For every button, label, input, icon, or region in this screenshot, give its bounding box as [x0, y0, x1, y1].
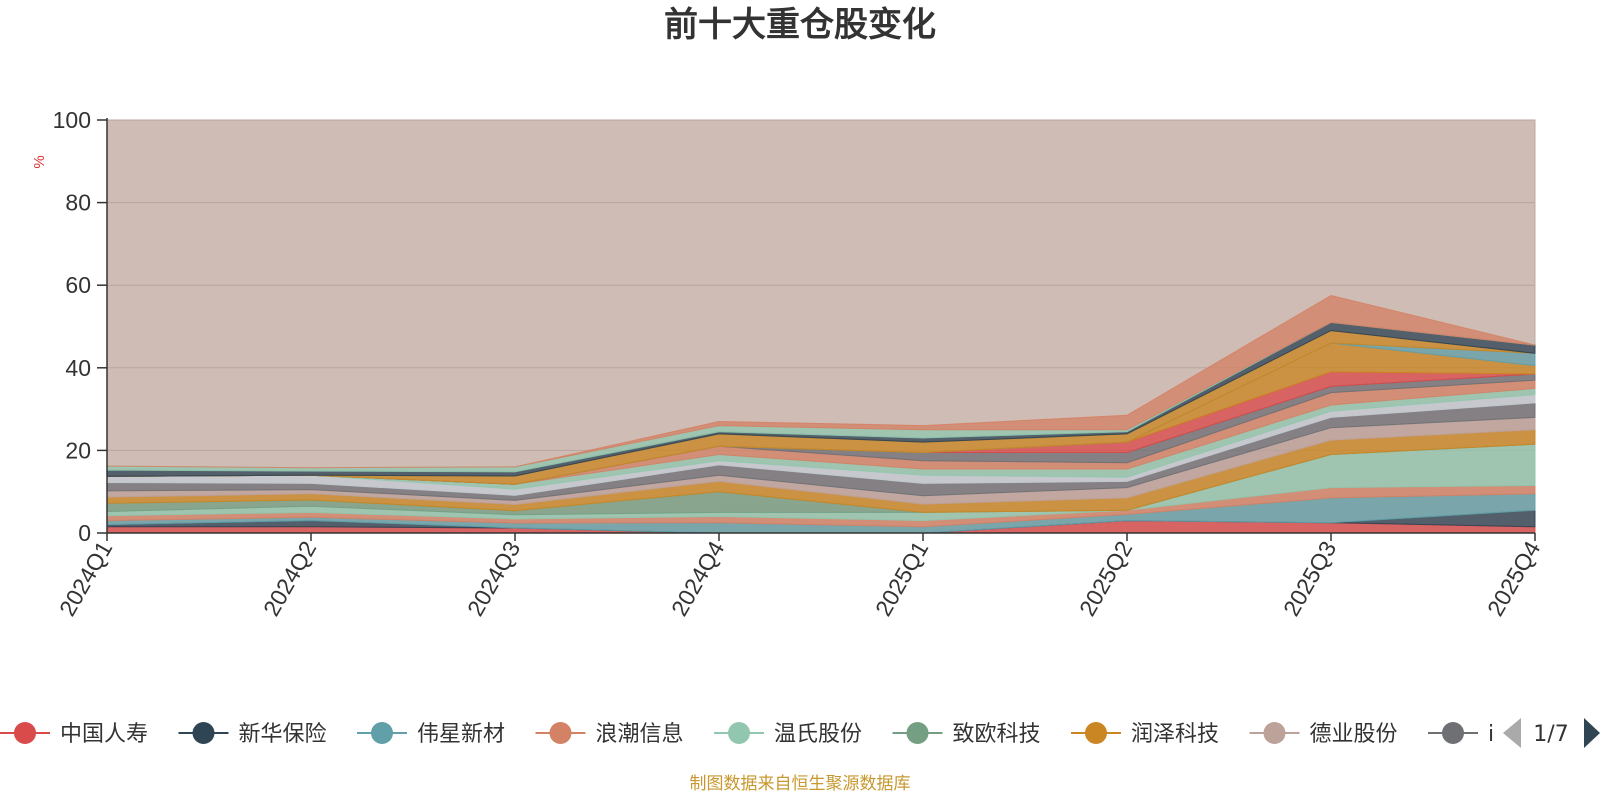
y-axis-label: %	[31, 155, 48, 168]
legend-item[interactable]: 温氏股份	[714, 722, 862, 747]
legend-label: 伟星新材	[417, 722, 505, 747]
legend-marker	[728, 722, 750, 744]
legend-item[interactable]: i	[1428, 722, 1494, 747]
source-note: 制图数据来自恒生聚源数据库	[690, 774, 911, 794]
legend-item[interactable]: 德业股份	[1249, 722, 1398, 747]
legend: 中国人寿 新华保险 伟星新材 浪潮信息 温氏股份 致欧科技 润泽科技 德业股份 i 1/7	[0, 718, 1600, 748]
y-tick-label: 80	[65, 190, 91, 216]
x-tick-label: 2025Q4	[1482, 536, 1546, 620]
legend-marker	[1263, 722, 1286, 744]
x-tick-label: 2025Q1	[870, 537, 933, 621]
y-tick-label: 20	[65, 437, 91, 463]
legend-label: 中国人寿	[60, 722, 148, 747]
x-tick-label: 2024Q3	[462, 537, 525, 621]
chart-title: 前十大重仓股变化	[664, 5, 936, 45]
legend-item[interactable]: 致欧科技	[892, 722, 1041, 747]
legend-marker	[14, 722, 36, 744]
legend-label: 温氏股份	[774, 722, 862, 747]
y-tick-label: 40	[65, 355, 91, 381]
legend-marker	[1085, 722, 1107, 744]
legend-item[interactable]: 伟星新材	[357, 722, 505, 747]
y-tick-label: 60	[65, 272, 91, 298]
legend-marker	[906, 722, 929, 744]
legend-label: 润泽科技	[1131, 722, 1219, 747]
x-tick-label: 2025Q3	[1278, 537, 1341, 621]
x-tick-label: 2024Q1	[54, 537, 117, 621]
legend-item[interactable]: 浪潮信息	[535, 722, 684, 747]
legend-label: 致欧科技	[953, 722, 1041, 747]
x-tick-label: 2024Q4	[666, 536, 730, 620]
legend-marker	[549, 722, 572, 744]
legend-prev-page-icon[interactable]	[1503, 718, 1521, 748]
legend-label: 浪潮信息	[596, 722, 684, 747]
legend-marker	[1442, 722, 1464, 744]
legend-marker	[192, 722, 215, 744]
legend-next-page-icon[interactable]	[1584, 718, 1600, 748]
legend-item[interactable]: 新华保险	[178, 722, 327, 747]
legend-item[interactable]: 润泽科技	[1071, 722, 1219, 747]
legend-item[interactable]: 中国人寿	[0, 722, 148, 747]
y-tick-label: 0	[78, 520, 91, 546]
y-tick-label: 100	[53, 107, 91, 133]
x-tick-label: 2025Q2	[1074, 537, 1137, 621]
legend-page-indicator: 1/7	[1533, 722, 1568, 747]
area-第二十股	[106, 294, 1536, 469]
legend-marker	[371, 722, 393, 744]
legend-label: i	[1488, 722, 1494, 747]
x-tick-label: 2024Q2	[258, 537, 321, 621]
legend-label: 德业股份	[1310, 722, 1398, 747]
legend-label: 新华保险	[239, 722, 327, 747]
